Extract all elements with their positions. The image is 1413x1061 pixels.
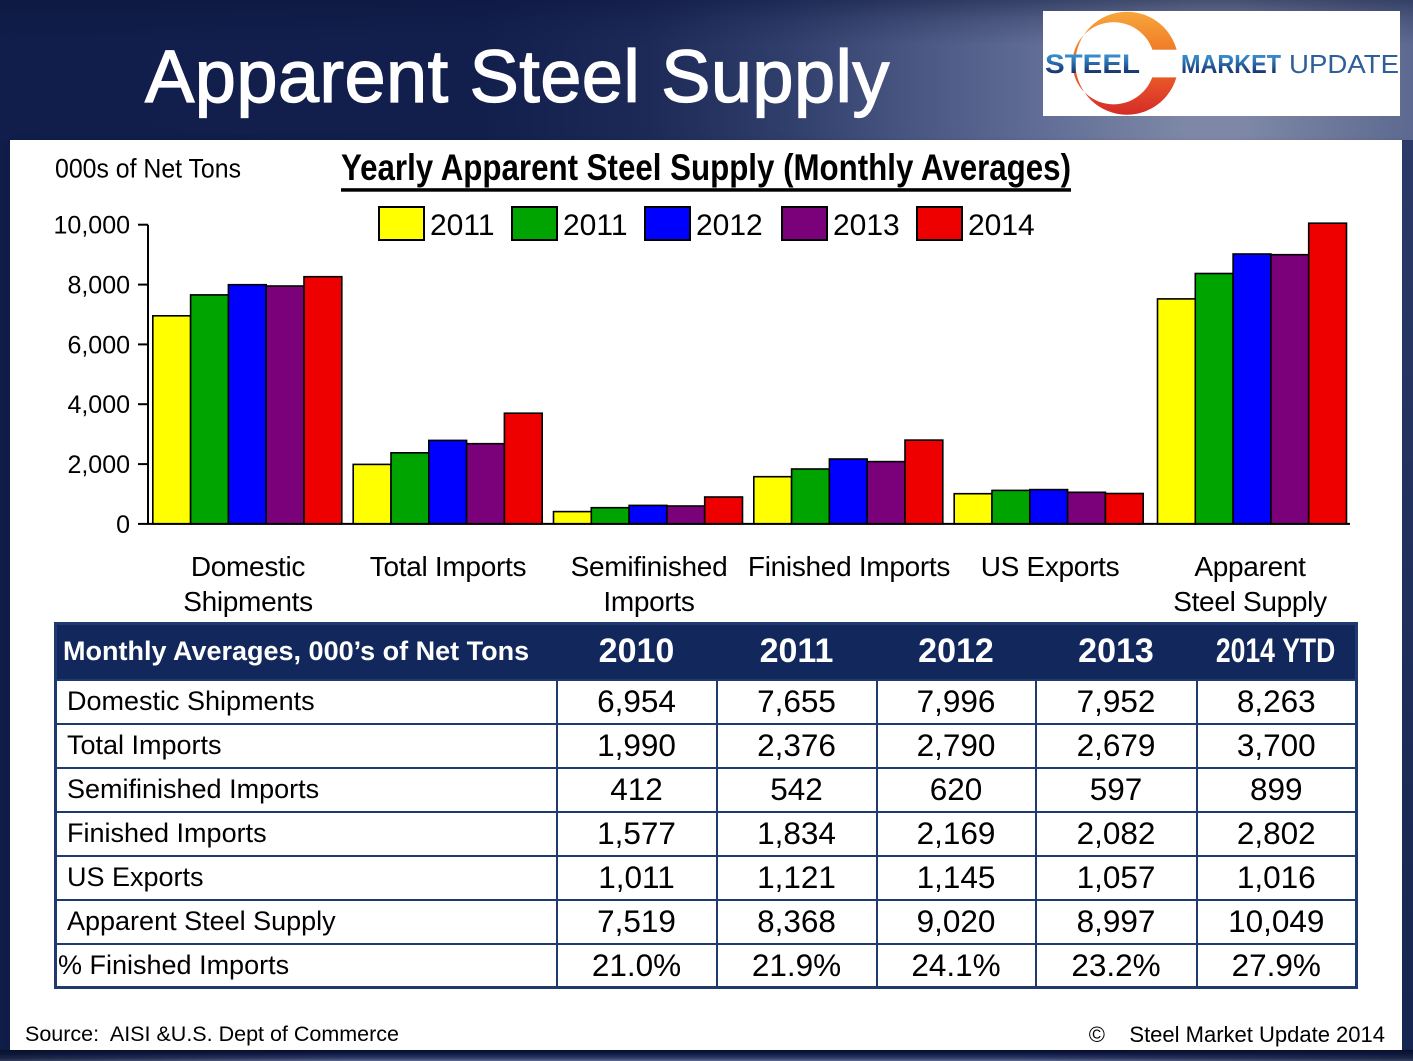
svg-text:Apparent: Apparent [1194, 551, 1306, 582]
svg-text:2013: 2013 [833, 209, 900, 242]
svg-text:Yearly Apparent Steel Supply (: Yearly Apparent Steel Supply (Monthly Av… [341, 147, 1071, 188]
svg-text:2014: 2014 [968, 209, 1035, 242]
svg-text:US Exports: US Exports [981, 551, 1120, 582]
svg-text:Domestic: Domestic [191, 551, 306, 582]
svg-text:Finished Imports: Finished Imports [748, 551, 950, 582]
svg-text:Shipments: Shipments [183, 586, 313, 617]
svg-text:Steel Supply: Steel Supply [1173, 586, 1327, 617]
svg-text:10,000: 10,000 [54, 212, 130, 240]
svg-text:Imports: Imports [603, 586, 694, 617]
svg-text:6,000: 6,000 [67, 331, 130, 359]
svg-text:UPDATE: UPDATE [1289, 51, 1399, 79]
svg-text:Semifinished: Semifinished [571, 551, 728, 582]
svg-text:MARKET: MARKET [1181, 51, 1281, 79]
svg-text:Total Imports: Total Imports [370, 551, 526, 582]
svg-text:2011: 2011 [430, 209, 495, 242]
svg-text:STEEL: STEEL [1045, 49, 1140, 79]
svg-text:2011: 2011 [563, 209, 628, 242]
svg-text:8,000: 8,000 [67, 272, 130, 300]
svg-text:2012: 2012 [696, 209, 763, 242]
svg-text:0: 0 [116, 511, 130, 539]
svg-text:2,000: 2,000 [67, 451, 130, 479]
svg-text:000s of Net Tons: 000s of Net Tons [55, 153, 241, 183]
svg-text:4,000: 4,000 [67, 391, 130, 419]
